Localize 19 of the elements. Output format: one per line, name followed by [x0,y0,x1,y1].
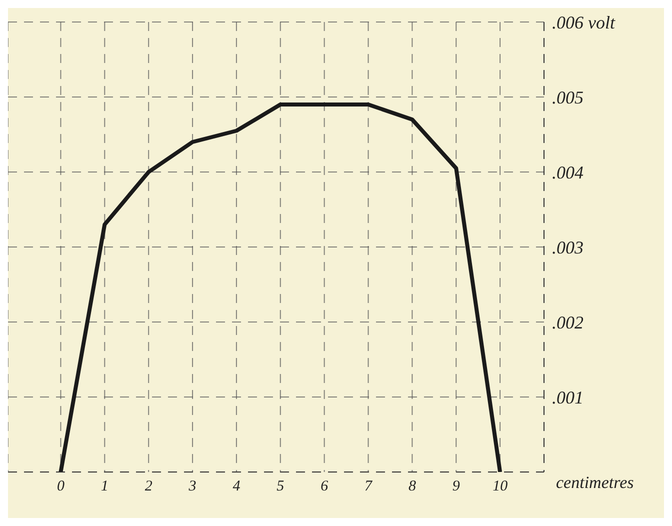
y-tick-label: .006 volt [552,12,616,32]
x-axis-title: centimetres [556,473,634,492]
y-tick-label: .002 [552,312,584,332]
x-tick-label: 5 [276,478,285,495]
x-tick-label: 6 [320,478,329,495]
x-tick-label: 4 [232,478,241,495]
y-tick-label: .005 [552,87,584,108]
y-tick-label: .004 [552,162,584,182]
x-tick-label: 10 [492,478,508,495]
x-tick-label: 2 [144,478,153,495]
x-tick-label: 3 [188,478,196,495]
x-tick-label: 9 [452,478,460,495]
x-tick-label: 8 [408,478,416,495]
y-tick-label: .001 [552,387,584,408]
x-tick-label: 0 [56,478,65,495]
y-tick-label: .003 [552,237,584,258]
x-tick-label: 1 [100,478,108,495]
x-tick-label: 7 [364,478,374,495]
line-series [58,102,502,472]
